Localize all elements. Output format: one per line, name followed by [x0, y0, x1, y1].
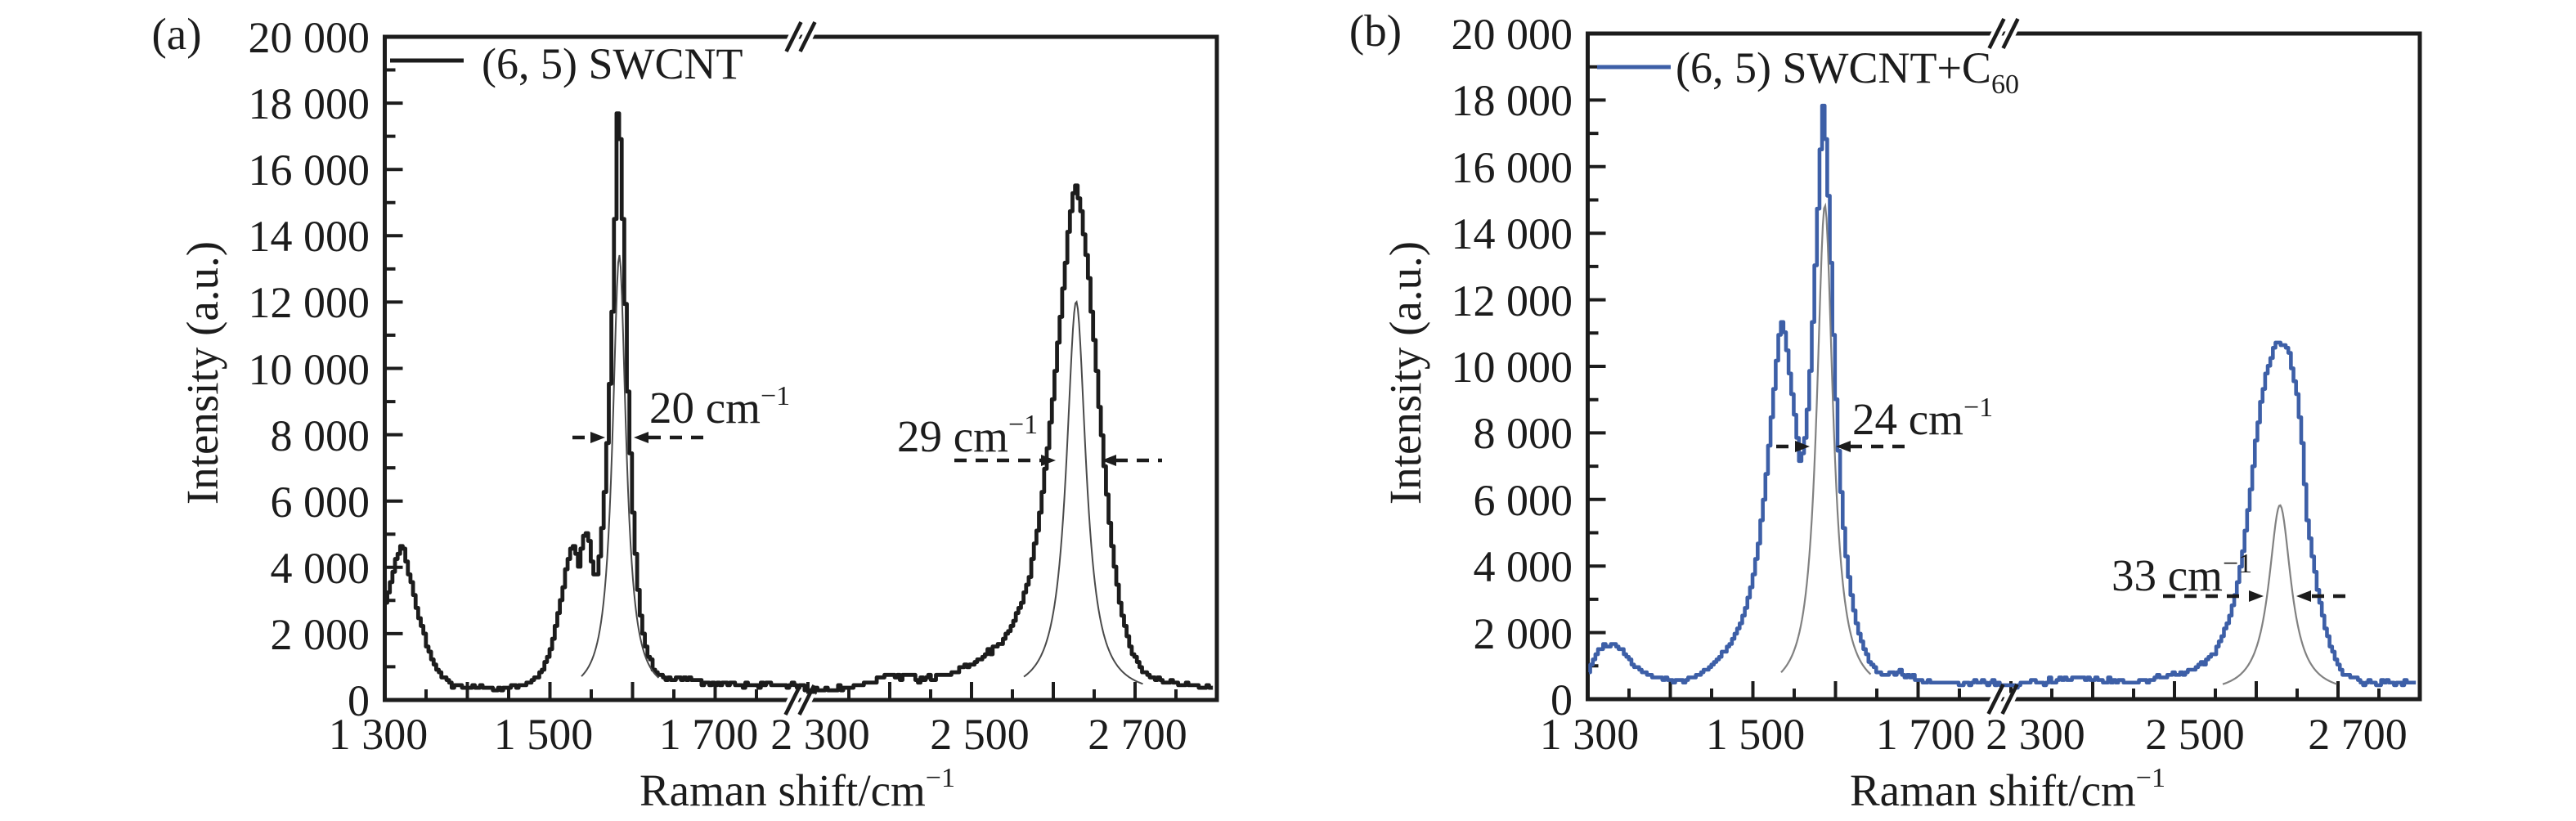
- svg-text:2 300: 2 300: [1986, 710, 2085, 759]
- svg-text:2 700: 2 700: [2308, 710, 2408, 759]
- svg-text:0: 0: [348, 676, 370, 725]
- svg-text:0: 0: [1551, 675, 1573, 725]
- svg-text:2 500: 2 500: [930, 710, 1030, 759]
- svg-text:10 000: 10 000: [1452, 343, 1573, 392]
- svg-text:16 000: 16 000: [249, 146, 370, 195]
- svg-text:1 700: 1 700: [1876, 710, 1976, 759]
- svg-text:2 000: 2 000: [271, 610, 370, 659]
- svg-text:20 000: 20 000: [249, 13, 370, 62]
- svg-text:8 000: 8 000: [1474, 409, 1573, 458]
- svg-text:14 000: 14 000: [249, 212, 370, 261]
- svg-text:12 000: 12 000: [1452, 276, 1573, 325]
- svg-text:1 300: 1 300: [1540, 710, 1640, 759]
- svg-text:1 500: 1 500: [1706, 710, 1806, 759]
- svg-text:(6, 5) SWCNT+C60: (6, 5) SWCNT+C60: [1676, 43, 2019, 100]
- svg-text:2 300: 2 300: [770, 710, 870, 759]
- svg-text:(6, 5) SWCNT: (6, 5) SWCNT: [482, 39, 743, 88]
- svg-text:Raman shift/cm−1: Raman shift/cm−1: [640, 763, 955, 815]
- svg-text:2 500: 2 500: [2145, 710, 2245, 759]
- svg-text:8 000: 8 000: [271, 411, 370, 460]
- svg-text:1 300: 1 300: [329, 710, 429, 759]
- svg-text:Intensity (a.u.): Intensity (a.u.): [1380, 241, 1430, 505]
- svg-text:18 000: 18 000: [1452, 76, 1573, 125]
- svg-text:4 000: 4 000: [271, 544, 370, 593]
- svg-text:16 000: 16 000: [1452, 143, 1573, 192]
- svg-text:2 700: 2 700: [1088, 710, 1187, 759]
- svg-text:4 000: 4 000: [1474, 542, 1573, 591]
- svg-text:(a): (a): [151, 9, 201, 59]
- svg-text:10 000: 10 000: [249, 345, 370, 394]
- svg-text:33 cm−1: 33 cm−1: [2112, 549, 2252, 600]
- svg-text:20 000: 20 000: [1452, 10, 1573, 59]
- svg-text:(b): (b): [1349, 6, 1402, 56]
- svg-text:1 700: 1 700: [659, 710, 759, 759]
- svg-text:2 000: 2 000: [1474, 609, 1573, 658]
- svg-text:14 000: 14 000: [1452, 209, 1573, 258]
- svg-text:6 000: 6 000: [271, 478, 370, 527]
- svg-text:12 000: 12 000: [249, 278, 370, 327]
- svg-text:1 500: 1 500: [494, 710, 594, 759]
- svg-text:6 000: 6 000: [1474, 476, 1573, 525]
- svg-text:Intensity (a.u.): Intensity (a.u.): [177, 241, 227, 505]
- svg-text:18 000: 18 000: [249, 79, 370, 128]
- svg-text:Raman shift/cm−1: Raman shift/cm−1: [1850, 763, 2165, 815]
